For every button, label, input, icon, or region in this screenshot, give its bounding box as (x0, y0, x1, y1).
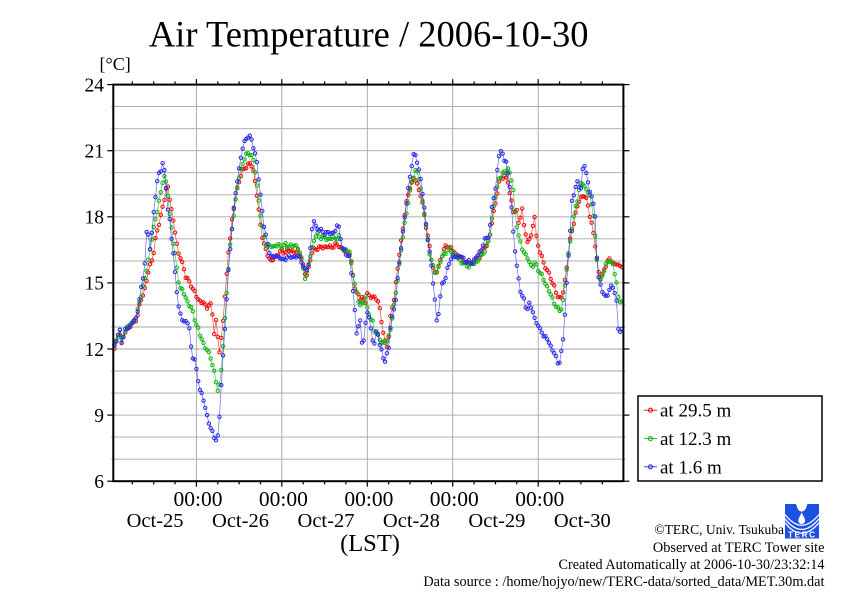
svg-text:(LST): (LST) (340, 530, 400, 557)
svg-text:12: 12 (85, 340, 105, 361)
svg-text:00:00: 00:00 (430, 487, 479, 511)
svg-text:©TERC, Univ. Tsukuba: ©TERC, Univ. Tsukuba (654, 522, 784, 537)
svg-text:at 12.3 m: at 12.3 m (660, 429, 731, 450)
svg-text:Oct-26: Oct-26 (212, 510, 269, 532)
svg-text:Oct-30: Oct-30 (554, 510, 611, 532)
svg-text:Observed at TERC Tower site: Observed at TERC Tower site (653, 540, 825, 556)
svg-text:Oct-29: Oct-29 (468, 510, 525, 532)
svg-text:Data source : /home/hojyo/new/: Data source : /home/hojyo/new/TERC-data/… (423, 574, 824, 590)
svg-text:Oct-25: Oct-25 (127, 510, 184, 532)
svg-text:9: 9 (94, 406, 104, 427)
svg-text:24: 24 (85, 75, 105, 96)
svg-text:TERC: TERC (788, 530, 817, 539)
svg-text:[°C]: [°C] (100, 54, 131, 74)
svg-text:Air Temperature / 2006-10-30: Air Temperature / 2006-10-30 (149, 13, 589, 54)
svg-text:6: 6 (94, 472, 104, 493)
svg-text:15: 15 (85, 274, 105, 295)
svg-text:00:00: 00:00 (515, 487, 564, 511)
svg-text:00:00: 00:00 (259, 487, 308, 511)
svg-text:Oct-27: Oct-27 (298, 510, 355, 532)
svg-text:Created Automatically at 2006-: Created Automatically at 2006-10-30/23:3… (559, 557, 825, 573)
svg-text:21: 21 (85, 142, 105, 163)
svg-text:00:00: 00:00 (174, 487, 223, 511)
svg-text:18: 18 (85, 208, 105, 229)
svg-text:at 29.5 m: at 29.5 m (660, 401, 731, 422)
svg-text:at 1.6 m: at 1.6 m (660, 457, 722, 478)
svg-text:Oct-28: Oct-28 (383, 510, 440, 532)
svg-text:00:00: 00:00 (344, 487, 393, 511)
